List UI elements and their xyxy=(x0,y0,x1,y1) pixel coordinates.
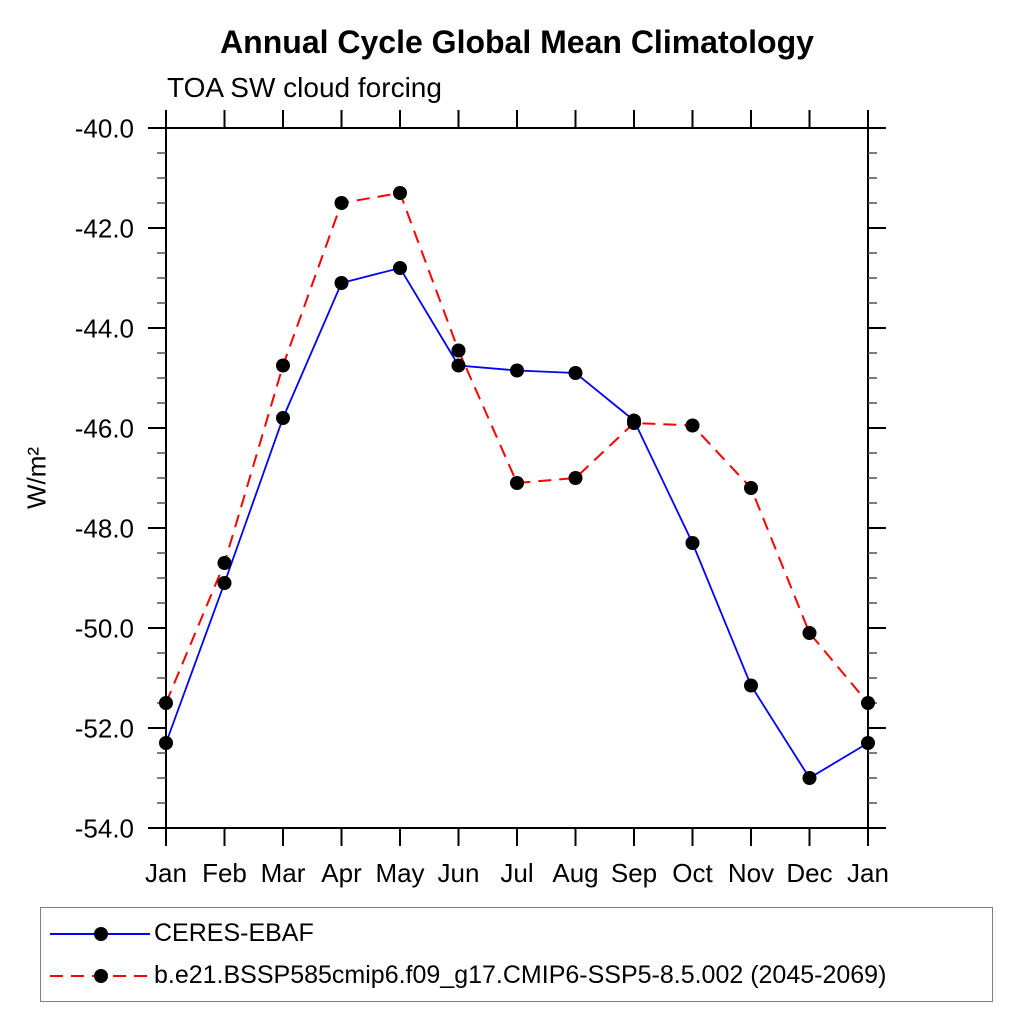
y-tick-label: -52.0 xyxy=(75,713,134,743)
y-tick-label: -50.0 xyxy=(75,613,134,643)
x-tick-label: Apr xyxy=(321,858,362,888)
data-point-marker xyxy=(276,411,290,425)
data-point-marker xyxy=(159,736,173,750)
data-point-marker xyxy=(744,481,758,495)
legend-label-model: b.e21.BSSP585cmip6.f09_g17.CMIP6-SSP5-8.… xyxy=(154,961,887,989)
data-point-marker xyxy=(802,771,817,785)
y-tick-label: -54.0 xyxy=(75,813,134,843)
data-point-marker xyxy=(627,416,641,430)
y-tick-label: -42.0 xyxy=(75,213,134,243)
series-line-1 xyxy=(165,191,869,704)
chart-title: Annual Cycle Global Mean Climatology xyxy=(220,24,814,60)
x-tick-label: Jul xyxy=(500,858,533,888)
x-tick-label: Oct xyxy=(672,858,713,888)
legend-item-ceres-ebaf: CERES-EBAF xyxy=(41,914,992,954)
data-point-marker xyxy=(217,576,232,590)
data-point-marker xyxy=(334,196,349,210)
y-tick-label: -44.0 xyxy=(75,313,134,343)
data-point-marker xyxy=(451,358,466,373)
data-point-marker xyxy=(451,343,466,358)
data-point-marker xyxy=(802,626,817,640)
legend-item-model: b.e21.BSSP585cmip6.f09_g17.CMIP6-SSP5-8.… xyxy=(41,956,992,996)
x-tick-label: Jun xyxy=(438,858,480,888)
data-point-marker xyxy=(217,556,232,570)
data-point-marker xyxy=(861,736,875,750)
data-point-marker xyxy=(276,358,290,373)
x-tick-label: Jan xyxy=(145,858,187,888)
series-line-0 xyxy=(165,266,869,780)
x-tick-label: Feb xyxy=(202,858,247,888)
y-tick-label: -48.0 xyxy=(75,513,134,543)
data-point-marker xyxy=(159,696,173,710)
y-tick-label: -46.0 xyxy=(75,413,134,443)
data-point-marker xyxy=(744,678,758,693)
legend-solid-line-marker-icon xyxy=(50,926,150,941)
data-point-marker xyxy=(393,261,407,275)
legend-label-ceres-ebaf: CERES-EBAF xyxy=(154,919,314,947)
x-tick-label: Mar xyxy=(261,858,306,888)
chart-subtitle: TOA SW cloud forcing xyxy=(167,72,442,103)
data-point-marker xyxy=(568,471,583,485)
data-point-marker xyxy=(393,186,407,200)
x-tick-label: Jan xyxy=(847,858,889,888)
data-point-marker xyxy=(861,696,875,710)
x-tick-label: Dec xyxy=(786,858,832,888)
data-point-marker xyxy=(685,536,700,550)
legend-box: CERES-EBAF b.e21.BSSP585cmip6.f09_g17.CM… xyxy=(40,907,993,1002)
data-point-marker xyxy=(510,363,524,378)
data-point-marker xyxy=(568,366,583,380)
data-point-marker xyxy=(510,476,524,490)
data-point-marker xyxy=(685,418,700,433)
data-point-marker xyxy=(334,276,349,290)
legend-dashed-line-marker-icon xyxy=(50,968,150,983)
x-tick-label: Sep xyxy=(611,858,657,888)
x-tick-label: Aug xyxy=(552,858,598,888)
x-tick-label: Nov xyxy=(728,858,774,888)
x-tick-label: May xyxy=(375,858,424,888)
y-tick-label: -40.0 xyxy=(75,113,134,143)
